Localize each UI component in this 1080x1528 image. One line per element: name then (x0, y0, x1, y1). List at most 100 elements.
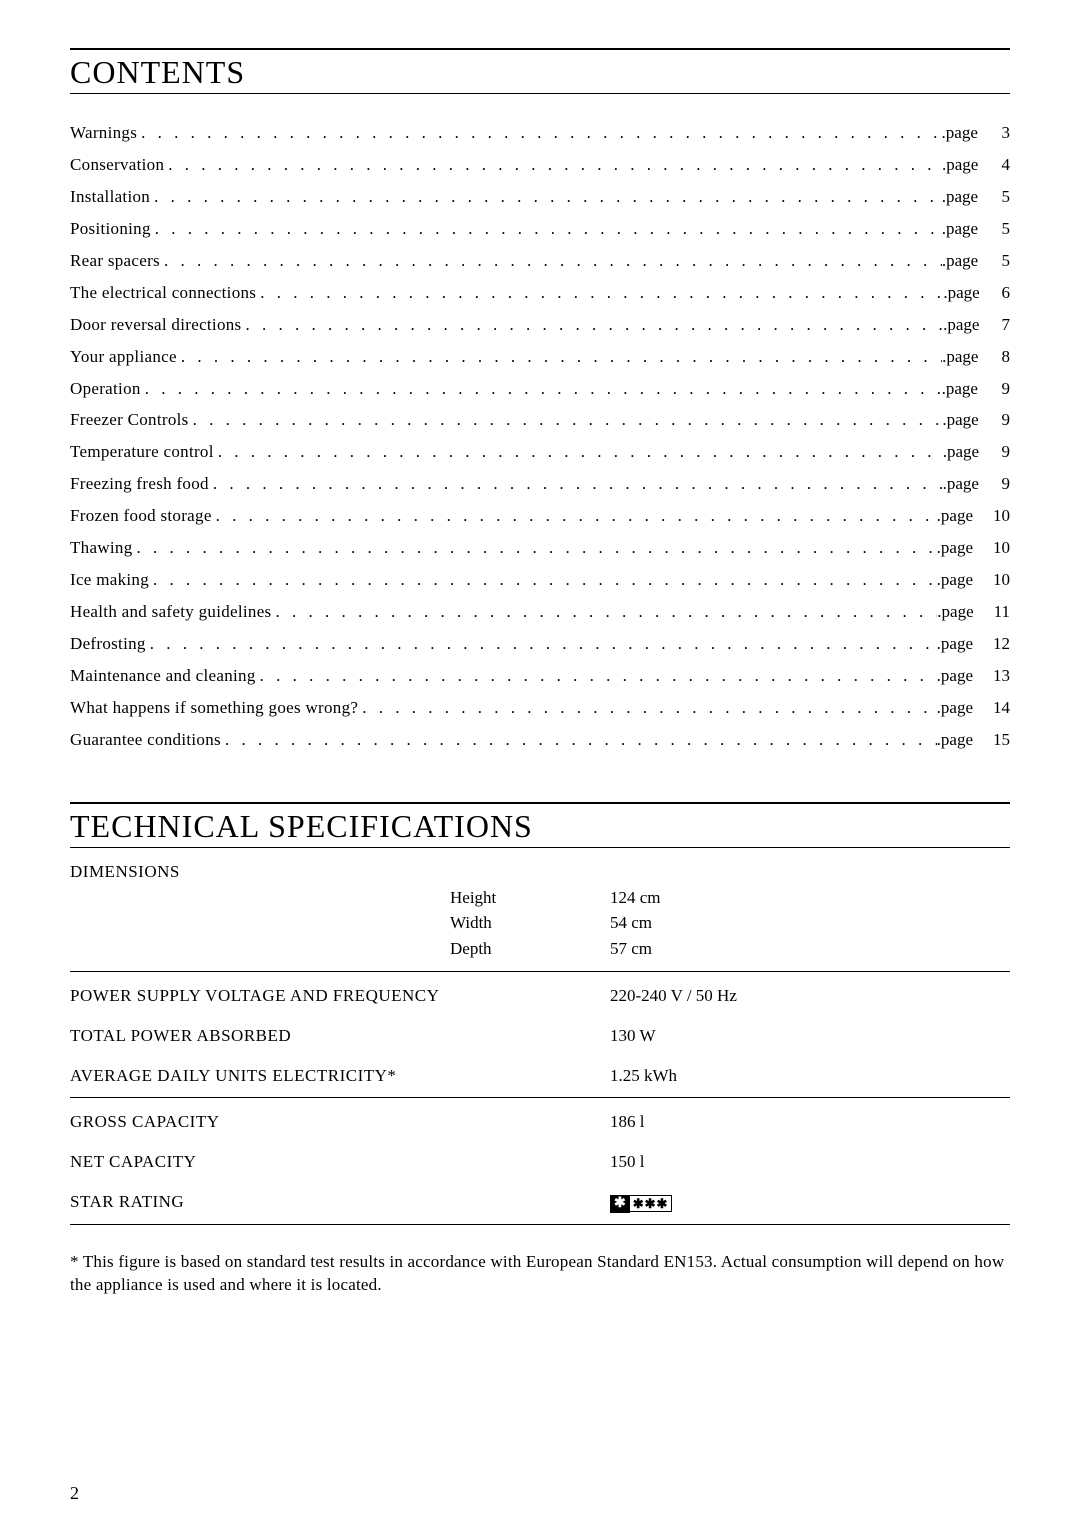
toc-leader-dots: . . . . . . . . . . . . . . . . . . . . … (137, 122, 941, 145)
toc-item-title: Thawing (70, 537, 133, 560)
specs-row: GROSS CAPACITY 186 l (70, 1110, 1010, 1134)
toc-row: Positioning . . . . . . . . . . . . . . … (70, 218, 1010, 241)
toc-page-number: 7 (999, 314, 1010, 337)
specs-dim-row: Height 124 cm (70, 886, 1010, 910)
toc-item-title: Installation (70, 186, 150, 209)
toc-page-number: 13 (993, 665, 1010, 688)
toc-item-title: Defrosting (70, 633, 146, 656)
toc-page-number: 4 (998, 154, 1010, 177)
toc-row: Thawing . . . . . . . . . . . . . . . . … (70, 537, 1010, 560)
star-rating-icon: ✱ ✱✱✱ (610, 1195, 672, 1213)
toc-item-title: Guarantee conditions (70, 729, 221, 752)
contents-heading: CONTENTS (70, 54, 1010, 91)
toc-leader-dots: . . . . . . . . . . . . . . . . . . . . … (149, 569, 937, 592)
toc-leader-dots: . . . . . . . . . . . . . . . . . . . . … (256, 282, 943, 305)
toc-row: What happens if something goes wrong? . … (70, 697, 1010, 720)
toc-leader-dots: . . . . . . . . . . . . . . . . . . . . … (209, 473, 943, 496)
toc-row: Temperature control . . . . . . . . . . … (70, 441, 1010, 464)
toc-page-label: .page (943, 441, 999, 464)
toc-page-number: 14 (993, 697, 1010, 720)
contents-rule-bottom (70, 93, 1010, 94)
specs-row-label: NET CAPACITY (70, 1150, 450, 1174)
toc-page-number: 12 (993, 633, 1010, 656)
toc-page-label: .page (937, 537, 993, 560)
toc-row: Warnings . . . . . . . . . . . . . . . .… (70, 122, 1010, 145)
toc-leader-dots: . . . . . . . . . . . . . . . . . . . . … (160, 250, 942, 273)
toc-item-title: Ice making (70, 569, 149, 592)
toc-page-label: .page (942, 378, 998, 401)
toc-page-number: 9 (999, 409, 1010, 432)
toc-page-label: .page (942, 346, 998, 369)
toc-row: Freezer Controls . . . . . . . . . . . .… (70, 409, 1010, 432)
specs-dim-value: 124 cm (610, 886, 1010, 910)
toc-item-title: Freezer Controls (70, 409, 189, 432)
toc-page-number: 11 (994, 601, 1010, 624)
toc-page-number: 9 (999, 473, 1010, 496)
specs-row-value: 130 W (610, 1024, 1010, 1048)
toc-page-label: .page (943, 314, 999, 337)
toc-leader-dots: . . . . . . . . . . . . . . . . . . . . … (271, 601, 937, 624)
toc-page-number: 9 (998, 378, 1010, 401)
toc-page-label: .page (942, 409, 998, 432)
toc-page-number: 5 (998, 250, 1010, 273)
toc-page-label: .page (937, 665, 993, 688)
toc-leader-dots: . . . . . . . . . . . . . . . . . . . . … (241, 314, 943, 337)
toc-page-label: .page (937, 633, 993, 656)
specs-row-value: 186 l (610, 1110, 1010, 1134)
specs-heading: TECHNICAL SPECIFICATIONS (70, 808, 1010, 845)
specs-row: NET CAPACITY 150 l (70, 1150, 1010, 1174)
specs-dim-row: Depth 57 cm (70, 937, 1010, 961)
toc-page-number: 10 (993, 505, 1010, 528)
specs-dimensions-group: DIMENSIONS Height 124 cm Width 54 cm Dep… (70, 848, 1010, 972)
toc-page-label: .page (943, 282, 999, 305)
toc-row: Health and safety guidelines . . . . . .… (70, 601, 1010, 624)
toc-row: Defrosting . . . . . . . . . . . . . . .… (70, 633, 1010, 656)
toc-row: Frozen food storage . . . . . . . . . . … (70, 505, 1010, 528)
specs-dim-row: Width 54 cm (70, 911, 1010, 935)
toc-page-label: .page (943, 473, 999, 496)
toc-page-label: .page (942, 154, 998, 177)
toc-leader-dots: . . . . . . . . . . . . . . . . . . . . … (146, 633, 937, 656)
toc-page-label: .page (942, 122, 998, 145)
toc-leader-dots: . . . . . . . . . . . . . . . . . . . . … (141, 378, 942, 401)
toc-leader-dots: . . . . . . . . . . . . . . . . . . . . … (212, 505, 937, 528)
toc-leader-dots: . . . . . . . . . . . . . . . . . . . . … (358, 697, 936, 720)
toc-row: Operation . . . . . . . . . . . . . . . … (70, 378, 1010, 401)
specs-row-label: TOTAL POWER ABSORBED (70, 1024, 450, 1048)
toc-page-label: .page (942, 186, 998, 209)
specs-dimensions-label-row: DIMENSIONS (70, 860, 1010, 884)
specs-dim-name: Depth (450, 937, 610, 961)
toc-row: Installation . . . . . . . . . . . . . .… (70, 186, 1010, 209)
toc-item-title: Operation (70, 378, 141, 401)
specs-row: POWER SUPPLY VOLTAGE AND FREQUENCY 220-2… (70, 984, 1010, 1008)
specs-capacity-group: GROSS CAPACITY 186 l NET CAPACITY 150 l … (70, 1098, 1010, 1224)
specs-row-label: STAR RATING (70, 1190, 450, 1214)
toc-page-label: .page (937, 729, 993, 752)
specs-row-label: GROSS CAPACITY (70, 1110, 450, 1134)
toc-item-title: Conservation (70, 154, 164, 177)
toc-leader-dots: . . . . . . . . . . . . . . . . . . . . … (256, 665, 937, 688)
toc-row: Your appliance . . . . . . . . . . . . .… (70, 346, 1010, 369)
toc-row: The electrical connections . . . . . . .… (70, 282, 1010, 305)
toc-leader-dots: . . . . . . . . . . . . . . . . . . . . … (177, 346, 942, 369)
toc-row: Rear spacers . . . . . . . . . . . . . .… (70, 250, 1010, 273)
toc-page-number: 10 (993, 569, 1010, 592)
star-rating-value: ✱ ✱✱✱ (610, 1190, 1010, 1214)
toc-leader-dots: . . . . . . . . . . . . . . . . . . . . … (221, 729, 937, 752)
toc-leader-dots: . . . . . . . . . . . . . . . . . . . . … (151, 218, 942, 241)
specs-row: TOTAL POWER ABSORBED 130 W (70, 1024, 1010, 1048)
page-number: 2 (70, 1483, 79, 1504)
toc-page-number: 6 (1000, 282, 1010, 305)
toc-item-title: What happens if something goes wrong? (70, 697, 358, 720)
toc-item-title: The electrical connections (70, 282, 256, 305)
toc-leader-dots: . . . . . . . . . . . . . . . . . . . . … (214, 441, 943, 464)
specs-power-group: POWER SUPPLY VOLTAGE AND FREQUENCY 220-2… (70, 972, 1010, 1098)
specs-row: STAR RATING ✱ ✱✱✱ (70, 1190, 1010, 1214)
footnote-text: * This figure is based on standard test … (70, 1251, 1010, 1297)
table-of-contents: Warnings . . . . . . . . . . . . . . . .… (70, 122, 1010, 752)
toc-page-number: 3 (998, 122, 1010, 145)
toc-page-label: .page (937, 697, 993, 720)
specs-dim-value: 54 cm (610, 911, 1010, 935)
toc-page-number: 15 (993, 729, 1010, 752)
toc-item-title: Rear spacers (70, 250, 160, 273)
